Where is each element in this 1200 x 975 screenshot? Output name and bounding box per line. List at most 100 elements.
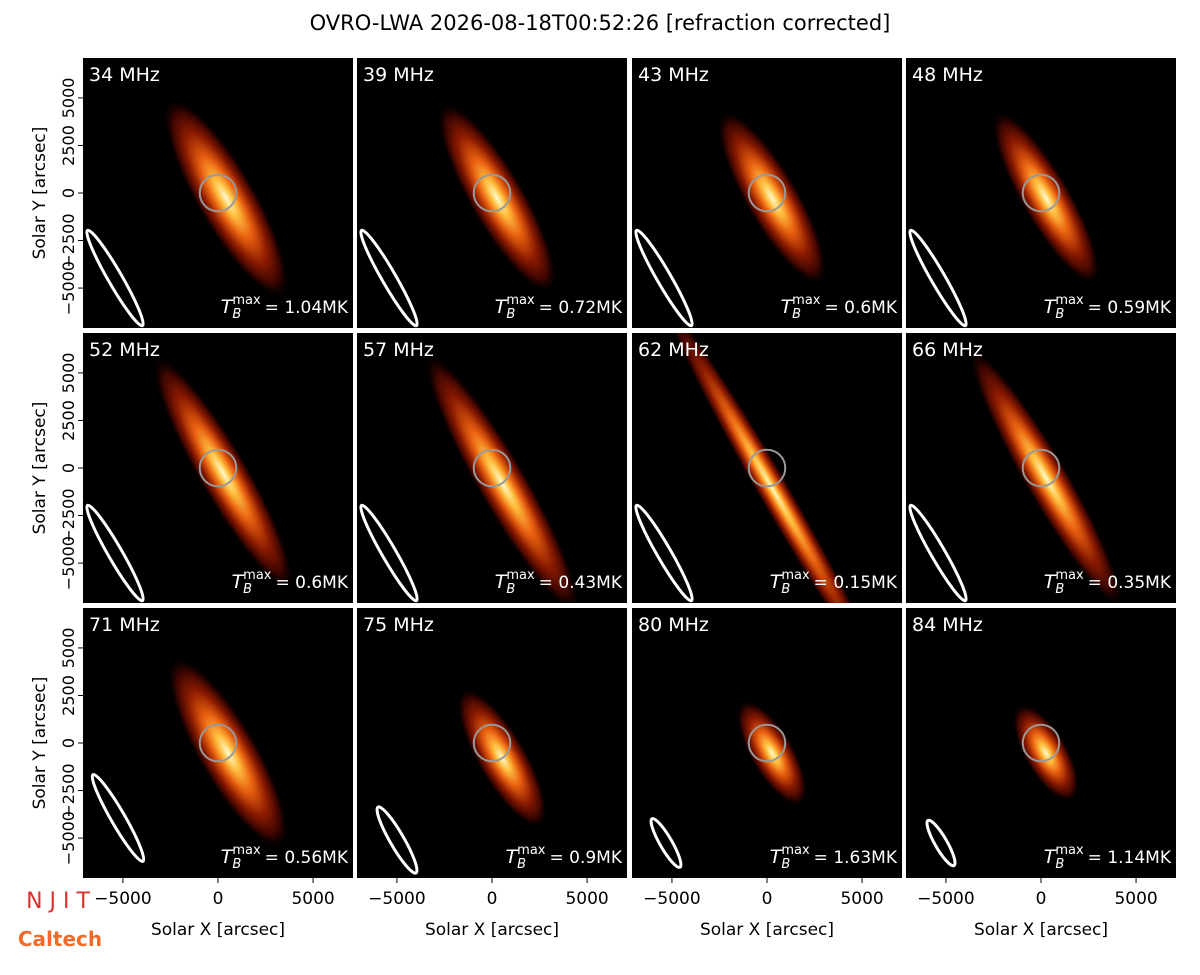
y-tick-label: −5000 — [59, 261, 78, 315]
beam — [649, 817, 683, 869]
x-tick-label: 5000 — [565, 889, 608, 909]
tmax-sup: max — [232, 843, 261, 858]
tmax-symbol: T — [1044, 296, 1057, 318]
tmax-symbol: T — [495, 571, 508, 593]
panel — [906, 58, 1176, 328]
tmax-sub: B — [781, 857, 790, 872]
figure-title: OVRO-LWA 2026-08-18T00:52:26 [refraction… — [310, 11, 891, 35]
x-tick-label: 0 — [1036, 889, 1047, 909]
panel-title: 57 MHz — [363, 339, 434, 361]
beam — [634, 503, 694, 603]
solar-disk — [1021, 448, 1061, 488]
y-tick-label: −5000 — [59, 811, 78, 865]
tmax-symbol: T — [506, 846, 519, 868]
emission — [663, 333, 881, 603]
beam — [85, 228, 145, 328]
x-tick-label: 0 — [762, 889, 773, 909]
panel-title: 52 MHz — [89, 339, 160, 361]
tmax-value: = 1.14MK — [1088, 848, 1172, 868]
tmax-sup: max — [792, 293, 821, 308]
tmax-value: = 0.15MK — [814, 573, 898, 593]
panel-title: 34 MHz — [89, 64, 160, 86]
solar-disk — [747, 723, 787, 763]
panel-title: 48 MHz — [912, 64, 983, 86]
tmax-sup: max — [506, 293, 535, 308]
solar-disk — [1021, 173, 1061, 213]
y-tick-label: −5000 — [59, 536, 78, 590]
x-tick-label: −5000 — [917, 889, 975, 909]
beam — [925, 818, 957, 868]
tmax-sub: B — [506, 582, 515, 597]
tmax-sub: B — [1055, 582, 1064, 597]
tmax-sup: max — [781, 843, 810, 858]
x-tick-label: −5000 — [94, 889, 152, 909]
tmax-symbol: T — [221, 846, 234, 868]
x-axis-label: Solar X [arcsec] — [425, 920, 559, 940]
x-tick-label: 5000 — [1114, 889, 1157, 909]
panel-title: 80 MHz — [638, 614, 709, 636]
x-tick-label: 0 — [213, 889, 224, 909]
panel — [357, 333, 627, 603]
tmax-sub: B — [517, 857, 526, 872]
tmax-value: = 1.04MK — [265, 298, 349, 318]
x-tick-label: 5000 — [291, 889, 334, 909]
tmax-sup: max — [506, 568, 535, 583]
x-tick-label: 5000 — [840, 889, 883, 909]
tmax-sub: B — [232, 857, 241, 872]
beam — [85, 503, 145, 603]
tmax-sub: B — [792, 307, 801, 322]
tmax-sub: B — [506, 307, 515, 322]
panel-title: 43 MHz — [638, 64, 709, 86]
emission — [162, 97, 290, 299]
solar-disk — [1021, 723, 1061, 763]
y-axis-label: Solar Y [arcsec] — [30, 677, 50, 810]
x-axis-label: Solar X [arcsec] — [151, 920, 285, 940]
y-tick-label: 2500 — [59, 400, 78, 441]
y-axis-label: Solar Y [arcsec] — [30, 127, 50, 260]
panel — [83, 333, 353, 603]
tmax-sup: max — [232, 293, 261, 308]
panel — [632, 608, 902, 878]
emission — [167, 656, 289, 850]
emission — [436, 101, 558, 295]
y-tick-label: −2500 — [59, 763, 78, 817]
tmax-sup: max — [517, 843, 546, 858]
logo-njit: N J I T — [26, 889, 90, 914]
tmax-sup: max — [781, 568, 810, 583]
tmax-sub: B — [1055, 857, 1064, 872]
panel-title: 71 MHz — [89, 614, 160, 636]
y-tick-label: −2500 — [59, 213, 78, 267]
tmax-value: = 0.6MK — [825, 298, 898, 318]
y-tick-label: 0 — [59, 188, 78, 198]
tmax-sub: B — [781, 582, 790, 597]
y-tick-label: 0 — [59, 463, 78, 473]
solar-disk — [198, 448, 238, 488]
emission — [968, 347, 1124, 603]
panel — [357, 608, 627, 878]
y-tick-label: 5000 — [59, 353, 78, 394]
tmax-sup: max — [1055, 843, 1084, 858]
solar-disk — [747, 173, 787, 213]
x-tick-label: −5000 — [643, 889, 701, 909]
tmax-value: = 0.43MK — [539, 573, 623, 593]
x-tick-label: −5000 — [368, 889, 426, 909]
tmax-value: = 0.6MK — [276, 573, 349, 593]
y-tick-label: 2500 — [59, 125, 78, 166]
panel — [632, 333, 902, 603]
logo-caltech: Caltech — [18, 927, 102, 951]
panel — [83, 58, 353, 328]
tmax-symbol: T — [495, 296, 508, 318]
panel — [906, 608, 1176, 878]
solar-disk — [472, 723, 512, 763]
x-axis-label: Solar X [arcsec] — [700, 920, 834, 940]
tmax-sub: B — [232, 307, 241, 322]
beam — [90, 773, 146, 863]
tmax-symbol: T — [781, 296, 794, 318]
x-tick-label: 0 — [487, 889, 498, 909]
tmax-symbol: T — [1044, 846, 1057, 868]
tmax-sub: B — [243, 582, 252, 597]
panel — [357, 58, 627, 328]
tmax-symbol: T — [1044, 571, 1057, 593]
beam — [375, 805, 419, 875]
tmax-symbol: T — [221, 296, 234, 318]
